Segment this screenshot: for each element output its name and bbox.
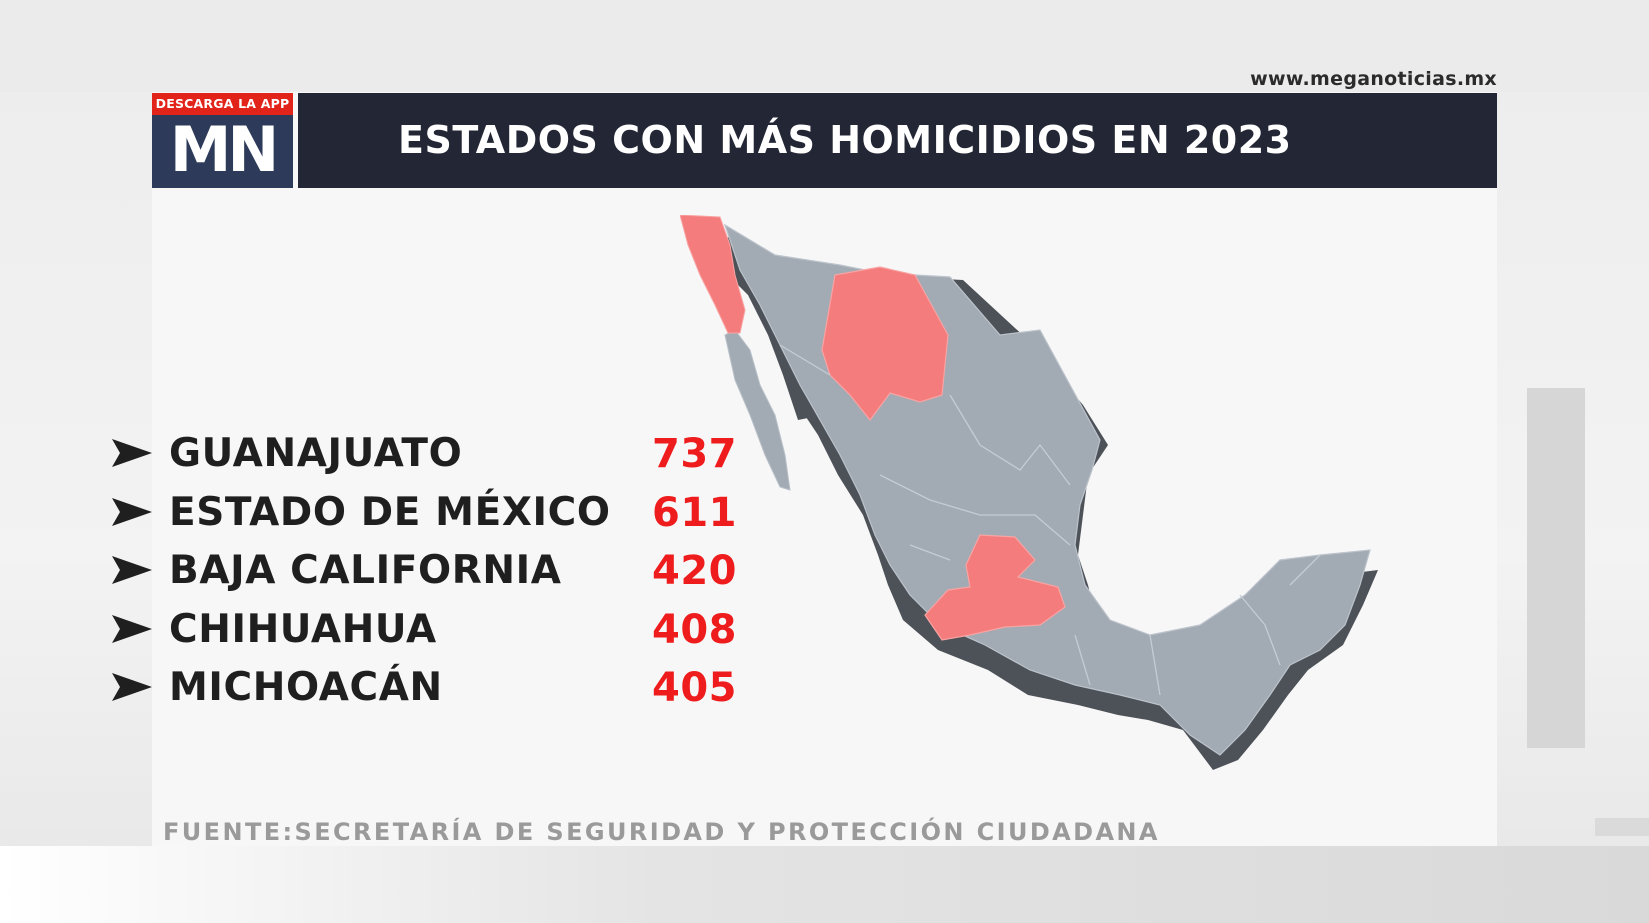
homicide-count: 405 xyxy=(652,665,737,711)
arrow-bullet-icon xyxy=(112,556,152,584)
baja-california-sur-region xyxy=(724,329,791,491)
list-item: GUANAJUATO 737 xyxy=(112,425,752,484)
graphic-panel xyxy=(152,92,1497,846)
homicide-count: 737 xyxy=(652,431,737,477)
website-url: www.meganoticias.mx xyxy=(1250,68,1497,90)
michoacan-guanajuato-mexico-region xyxy=(924,534,1066,641)
mexico-mainland xyxy=(723,223,1371,756)
chihuahua-region xyxy=(821,266,949,421)
homicide-count: 420 xyxy=(652,548,737,594)
state-name: GUANAJUATO xyxy=(169,431,463,476)
top-background xyxy=(0,0,1649,92)
baja-california-region xyxy=(680,215,746,334)
mexico-map xyxy=(680,215,1378,770)
bottom-background xyxy=(0,846,1649,923)
background-slab xyxy=(1527,388,1585,748)
page-title: ESTADOS CON MÁS HOMICIDIOS EN 2023 xyxy=(398,118,1292,162)
source-caption: FUENTE:SECRETARÍA DE SEGURIDAD Y PROTECC… xyxy=(163,818,1160,846)
ranking-list: GUANAJUATO 737 ESTADO DE MÉXICO 611 BAJA… xyxy=(112,425,752,718)
arrow-bullet-icon xyxy=(112,497,152,526)
arrow-bullet-icon xyxy=(112,614,152,643)
list-item: CHIHUAHUA 408 xyxy=(112,601,752,660)
state-name: BAJA CALIFORNIA xyxy=(169,548,562,593)
state-borders xyxy=(779,344,1321,696)
title-bar xyxy=(298,93,1497,188)
state-name: CHIHUAHUA xyxy=(169,606,437,652)
homicide-count: 408 xyxy=(652,606,737,653)
download-app-tag: DESCARGA LA APP xyxy=(152,93,293,115)
state-name: ESTADO DE MÉXICO xyxy=(169,489,611,535)
state-name: MICHOACÁN xyxy=(169,665,443,710)
arrow-bullet-icon xyxy=(112,439,152,467)
list-item: BAJA CALIFORNIA 420 xyxy=(112,542,752,601)
homicide-count: 611 xyxy=(652,489,737,536)
background-slab-small xyxy=(1595,818,1649,836)
arrow-bullet-icon xyxy=(112,673,152,701)
logo-letters: MN xyxy=(169,113,280,186)
list-item: ESTADO DE MÉXICO 611 xyxy=(112,484,752,543)
list-item: MICHOACÁN 405 xyxy=(112,659,752,718)
